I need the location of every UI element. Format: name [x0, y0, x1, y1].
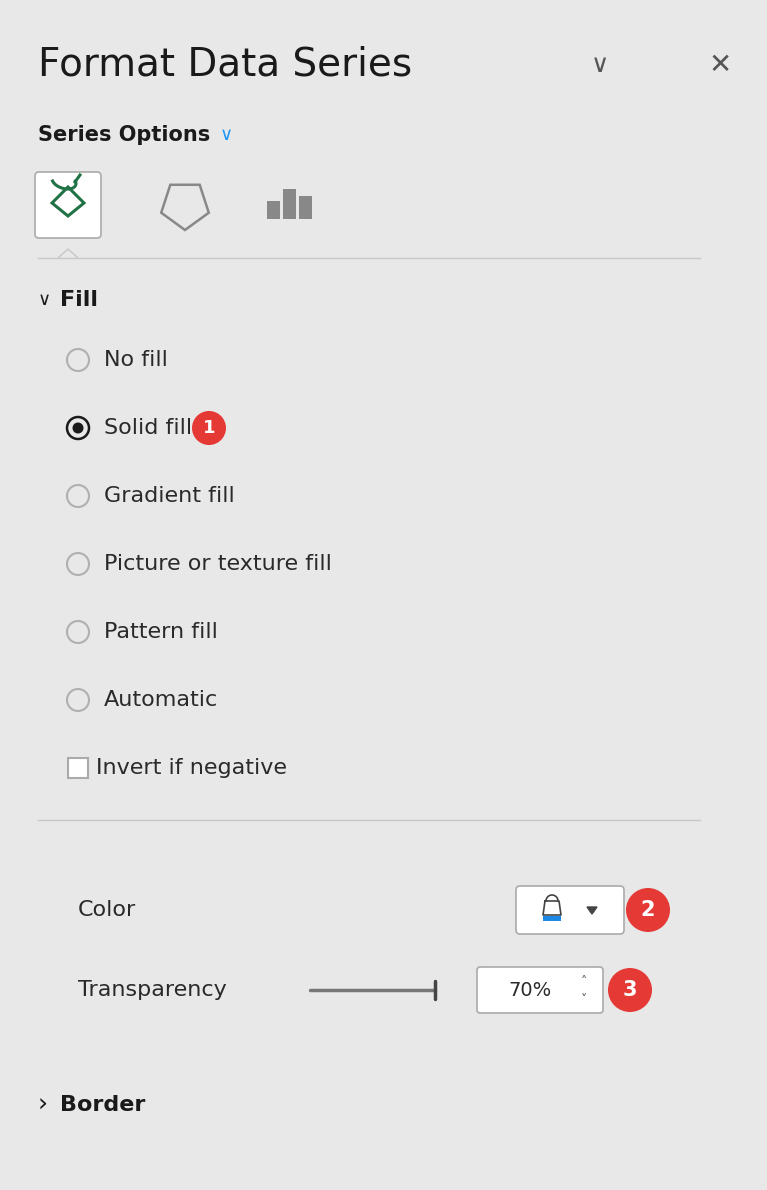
Text: Gradient fill: Gradient fill — [104, 486, 235, 506]
Text: Pattern fill: Pattern fill — [104, 622, 218, 641]
Text: Solid fill: Solid fill — [104, 418, 192, 438]
FancyBboxPatch shape — [35, 173, 101, 238]
Bar — [267, 201, 280, 219]
Text: Invert if negative: Invert if negative — [96, 758, 287, 778]
Circle shape — [192, 411, 226, 445]
Text: Format Data Series: Format Data Series — [38, 46, 412, 84]
Bar — [299, 196, 312, 219]
Text: No fill: No fill — [104, 350, 168, 370]
Text: ✕: ✕ — [709, 51, 732, 79]
Bar — [543, 916, 561, 921]
Circle shape — [73, 422, 84, 433]
Text: Fill: Fill — [60, 290, 98, 311]
FancyBboxPatch shape — [477, 967, 603, 1013]
Text: ›: › — [38, 1092, 48, 1117]
Text: ˅: ˅ — [581, 992, 587, 1006]
Bar — [283, 189, 296, 219]
Polygon shape — [587, 907, 597, 914]
Text: Picture or texture fill: Picture or texture fill — [104, 555, 332, 574]
Text: ∨: ∨ — [220, 126, 233, 144]
FancyBboxPatch shape — [516, 887, 624, 934]
Circle shape — [626, 888, 670, 932]
Text: Automatic: Automatic — [104, 690, 219, 710]
Circle shape — [608, 967, 652, 1012]
Text: 70%: 70% — [509, 981, 551, 1000]
Text: Series Options: Series Options — [38, 125, 210, 145]
Text: 1: 1 — [202, 419, 216, 437]
Text: ∨: ∨ — [38, 292, 51, 309]
Text: Transparency: Transparency — [78, 981, 227, 1000]
Text: 3: 3 — [623, 981, 637, 1000]
Text: 2: 2 — [640, 900, 655, 920]
Text: Border: Border — [60, 1095, 146, 1115]
FancyBboxPatch shape — [68, 758, 88, 778]
Text: Color: Color — [78, 900, 137, 920]
Text: ∨: ∨ — [591, 54, 609, 77]
Text: ˄: ˄ — [581, 976, 587, 989]
